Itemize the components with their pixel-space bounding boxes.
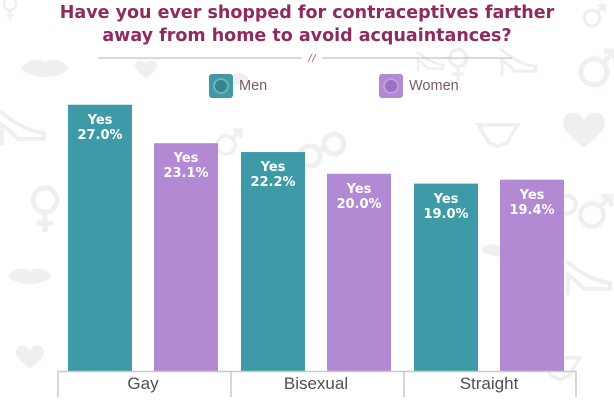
high-heel-icon [564,259,612,295]
data-label-women-bisexual: Yes 20.0% [324,182,394,212]
lingerie-icon [475,122,521,149]
data-label-men-bisexual: Yes 22.2% [238,160,308,190]
legend-label-men: Men [239,78,268,94]
legend-swatch-women [379,74,403,98]
bar-men-bisexual [241,152,305,371]
high-heel-icon [0,109,46,145]
data-label-value: 20.0% [336,196,382,212]
bar-women-bisexual [327,173,391,371]
title-divider [98,53,512,63]
venus-symbol-icon [2,0,18,20]
category-label-straight: Straight [459,374,519,393]
legend-label-women: Women [409,78,459,94]
chart-title-line-1: Have you ever shopped for contraceptives… [59,3,555,23]
mars-symbol-icon [578,48,614,88]
data-label-value: 27.0% [77,127,123,143]
lips-icon [21,59,69,77]
data-label-value: 19.0% [423,206,469,222]
legend-dot-men [213,78,229,94]
chart-title-line-2: away from home to avoid acquaintances? [102,26,512,46]
legend-item-women: Women [379,73,459,99]
data-label-women-gay: Yes 23.1% [151,151,221,181]
category-label-gay: Gay [127,374,159,393]
venus-symbol-icon [30,185,60,232]
data-label-prefix: Yes [173,151,199,167]
category-label-bisexual: Bisexual [283,374,349,393]
lingerie-icon [537,355,583,382]
high-heel-icon [499,47,538,77]
legend-dot-women [383,78,399,94]
data-label-women-straight: Yes 19.4% [497,188,567,218]
data-label-prefix: Yes [346,181,372,197]
data-label-men-straight: Yes 19.0% [411,192,481,222]
data-label-men-gay: Yes 27.0% [65,113,135,143]
divider-slash-1 [307,53,313,63]
data-label-prefix: Yes [87,112,113,128]
mars-symbol-icon [578,193,614,229]
data-label-value: 23.1% [163,166,209,182]
bar-men-straight [414,183,478,371]
data-label-value: 22.2% [250,175,296,191]
heart-icon [563,112,605,148]
data-label-prefix: Yes [433,191,459,207]
heart-icon [16,345,44,369]
legend-swatch-men [209,74,233,98]
legend-item-men: Men [209,73,267,99]
bar-women-straight [500,179,564,371]
lips-icon [8,268,52,285]
data-label-value: 19.4% [509,202,555,218]
heart-icon [135,60,157,79]
bar-women-gay [154,143,218,371]
divider-slash-2 [311,53,317,63]
bar-men-gay [68,104,132,372]
data-label-prefix: Yes [519,187,545,203]
data-label-prefix: Yes [260,160,286,176]
mars-symbol-icon [582,3,607,28]
